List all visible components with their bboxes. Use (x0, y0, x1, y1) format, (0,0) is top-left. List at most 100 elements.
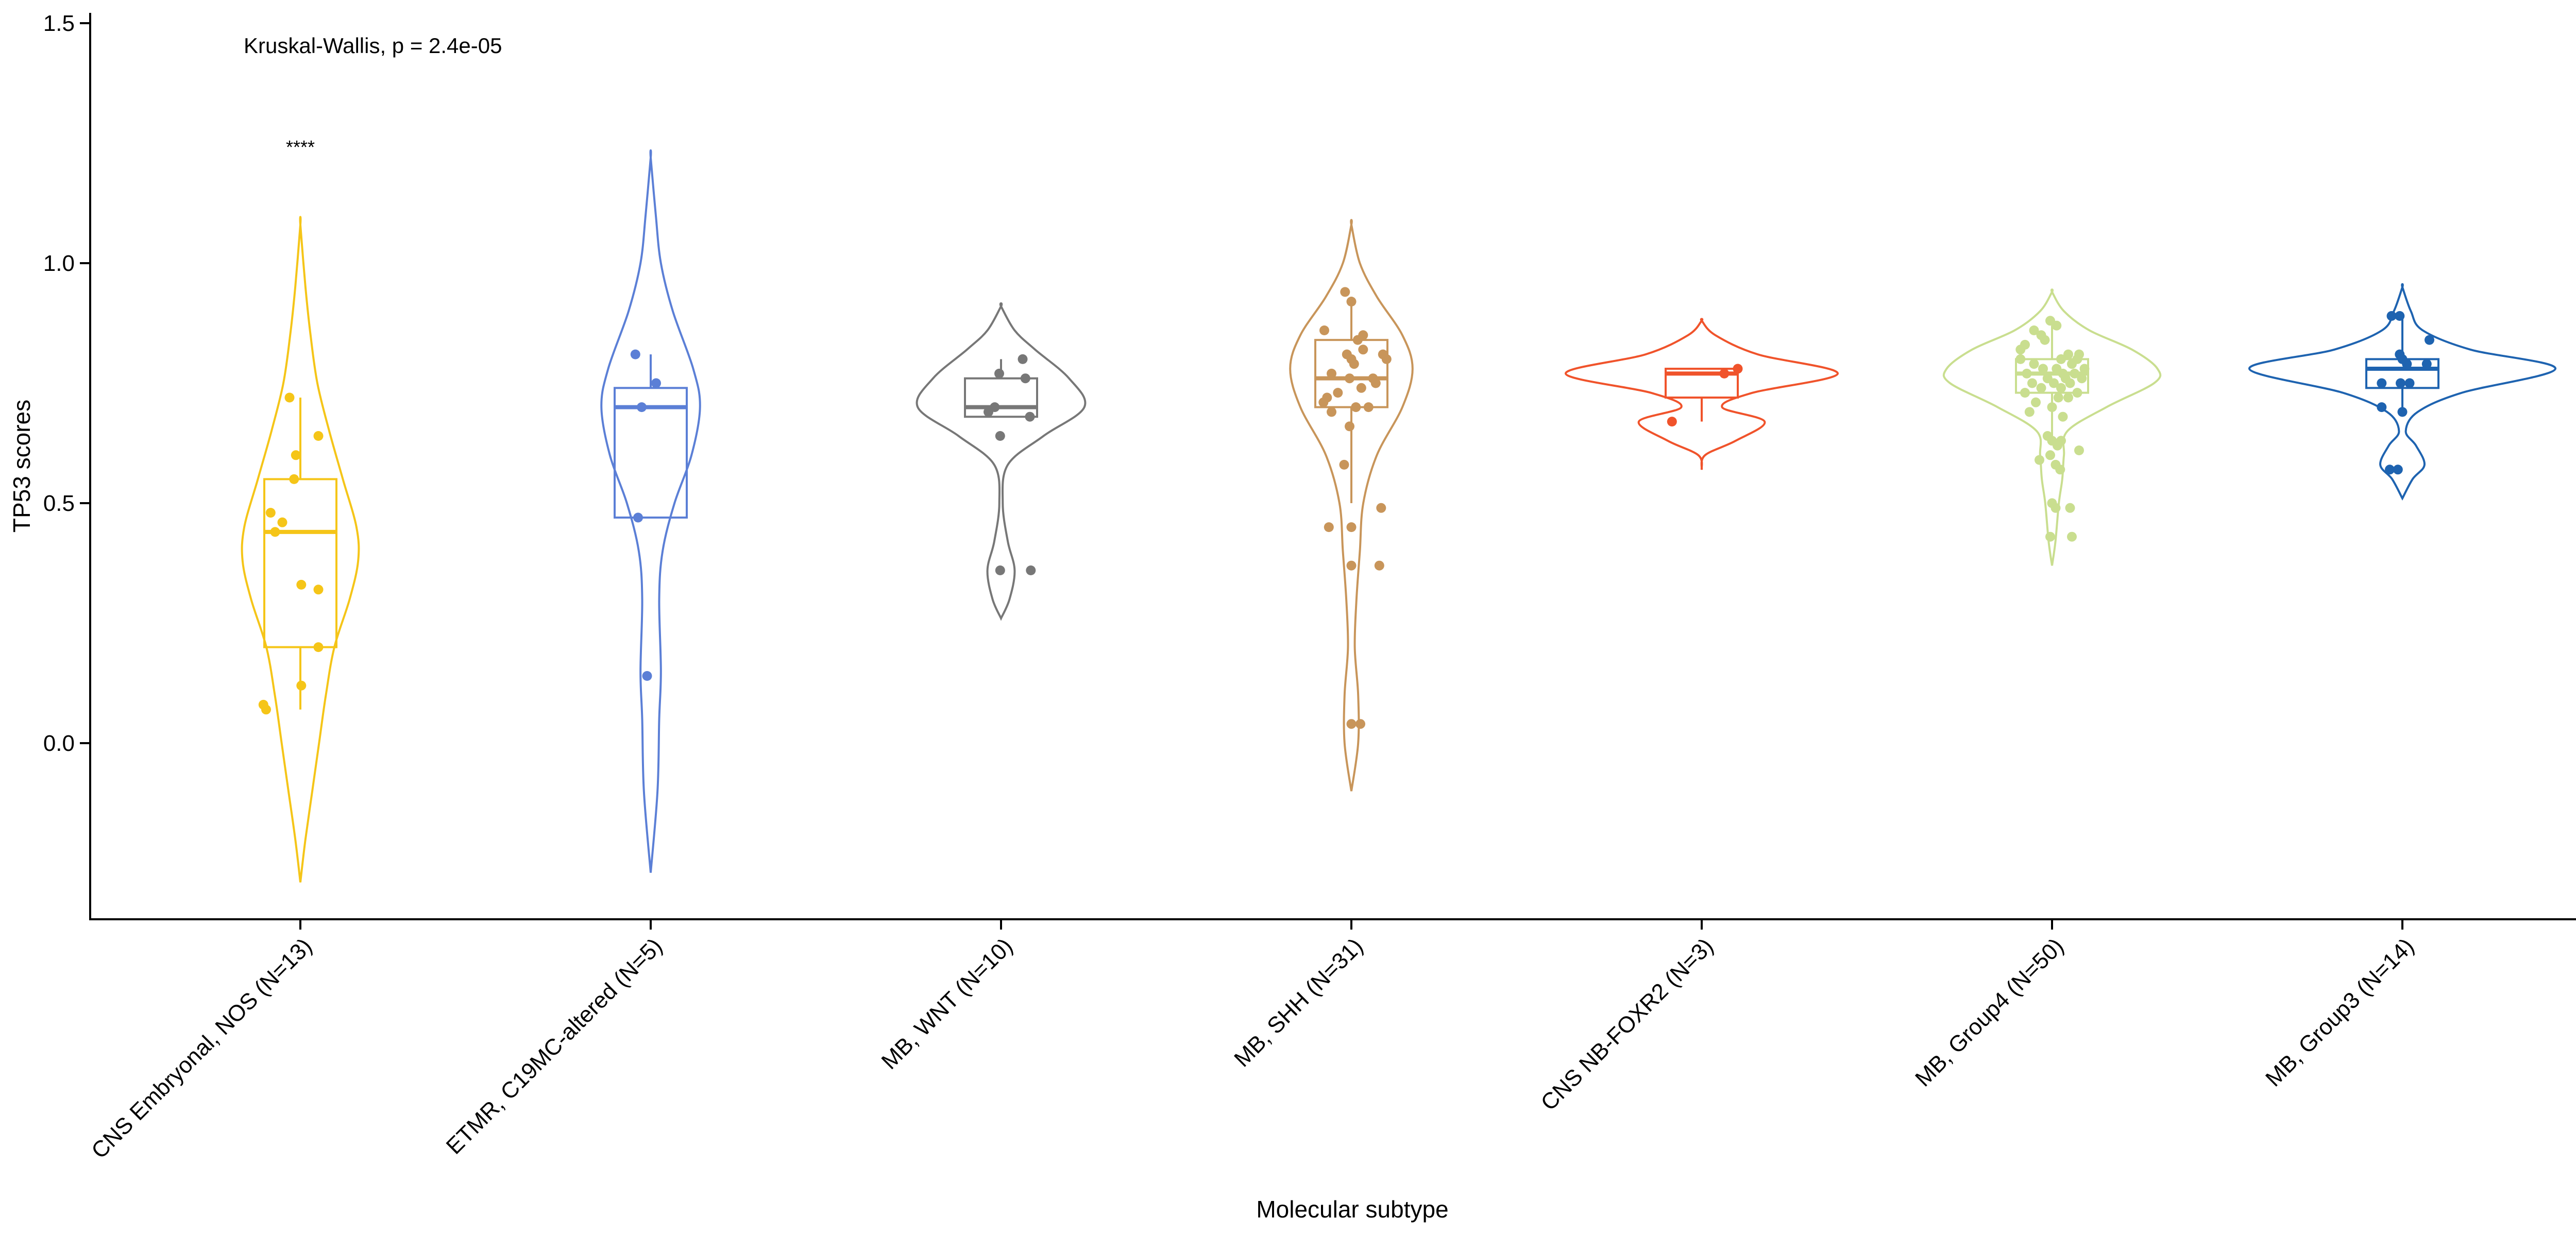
data-point (2070, 368, 2080, 379)
data-point (1346, 560, 1357, 571)
violin-2 (916, 302, 1087, 621)
data-point (1339, 459, 1349, 470)
data-point (1025, 411, 1035, 422)
data-point (2386, 311, 2397, 321)
data-point (2045, 531, 2055, 542)
data-point (2020, 388, 2030, 398)
violin-1 (600, 149, 701, 873)
data-point (1340, 287, 1350, 297)
data-point (2022, 368, 2032, 379)
data-point (2040, 335, 2050, 345)
data-point (637, 402, 647, 413)
violin-4 (1565, 318, 1839, 470)
x-tick-label: CNS Embryonal, NOS (N=13) (87, 933, 317, 1163)
data-point (2055, 465, 2065, 475)
data-point (2035, 455, 2044, 465)
x-tick-label: MB, WNT (N=10) (877, 933, 1018, 1074)
data-point (2074, 445, 2084, 455)
x-axis-title: Molecular subtype (1256, 1196, 1448, 1223)
data-point (296, 579, 307, 590)
data-point (995, 565, 1005, 575)
data-point (2063, 392, 2073, 403)
plot-area (241, 149, 2556, 883)
data-point (2377, 402, 2387, 413)
data-point (2396, 378, 2405, 388)
data-point (1352, 335, 1363, 345)
data-point (1018, 354, 1028, 364)
data-point (265, 508, 276, 518)
data-point (1318, 397, 1329, 407)
data-point (1345, 421, 1354, 432)
data-point (2056, 383, 2066, 393)
data-point (1363, 402, 1374, 413)
data-point (1346, 719, 1357, 729)
violin-3 (1289, 219, 1414, 792)
data-point (1355, 719, 1365, 729)
group-0 (241, 216, 360, 883)
data-point (994, 368, 1004, 379)
data-point (296, 680, 307, 691)
data-point (2067, 359, 2077, 369)
data-point (2067, 531, 2077, 542)
box-5 (2015, 358, 2089, 394)
data-point (1345, 373, 1354, 384)
violin-0 (241, 216, 360, 883)
data-point (284, 392, 295, 403)
data-point (1719, 368, 1730, 379)
data-point (651, 378, 661, 388)
data-point (2053, 392, 2063, 403)
data-point (2047, 402, 2057, 413)
data-point (1319, 325, 1329, 335)
data-point (984, 407, 993, 417)
data-point (270, 527, 280, 537)
data-point (2393, 465, 2403, 475)
data-point (2421, 359, 2432, 369)
group-6 (2248, 283, 2556, 501)
x-axis-ticks: CNS Embryonal, NOS (N=13) ETMR, C19MC-alt… (87, 919, 2419, 1163)
group-5 (1942, 288, 2162, 566)
data-point (291, 450, 301, 460)
data-point (2402, 359, 2412, 369)
data-point (313, 642, 324, 653)
x-tick-label: MB, Group4 (N=50) (1910, 933, 2069, 1091)
x-tick-label: ETMR, C19MC-altered (N=5) (442, 933, 667, 1159)
data-point (2036, 383, 2046, 393)
data-point (633, 512, 643, 523)
data-point (1020, 373, 1030, 384)
data-point (1370, 378, 1381, 388)
data-point (1327, 407, 1336, 417)
data-point (2031, 397, 2041, 407)
group-2 (916, 302, 1087, 621)
data-point (1733, 364, 1743, 374)
y-tick-label: 0.0 (43, 731, 75, 756)
data-point (313, 431, 324, 441)
violin-5 (1942, 288, 2162, 566)
data-point (2079, 364, 2090, 374)
data-point (2056, 354, 2066, 364)
y-tick-label: 1.5 (43, 11, 75, 36)
data-point (2027, 378, 2037, 388)
data-point (2077, 373, 2087, 384)
data-point (289, 474, 299, 484)
box-1 (614, 387, 688, 519)
data-point (2377, 378, 2387, 388)
box-2 (964, 377, 1038, 418)
y-axis-ticks: 0.0 0.5 1.0 1.5 (43, 11, 90, 756)
significance-label: **** (286, 136, 315, 158)
x-tick-label: CNS NB-FOXR2 (N=3) (1536, 933, 1718, 1115)
data-point (1349, 359, 1359, 369)
x-tick-label: MB, SHH (N=31) (1229, 933, 1368, 1072)
data-point (1358, 345, 1368, 355)
data-point (2038, 364, 2048, 374)
data-point (2015, 354, 2026, 364)
data-point (1667, 417, 1677, 427)
data-point (2015, 345, 2026, 355)
y-axis-title: TP53 scores (8, 400, 35, 533)
data-point (2404, 378, 2415, 388)
test-annotation: Kruskal-Wallis, p = 2.4e-05 (244, 33, 502, 58)
data-point (2049, 378, 2059, 388)
box-0 (263, 478, 337, 648)
data-point (2065, 378, 2075, 388)
x-tick-label: MB, Group3 (N=14) (2261, 933, 2419, 1091)
data-point (277, 517, 287, 527)
